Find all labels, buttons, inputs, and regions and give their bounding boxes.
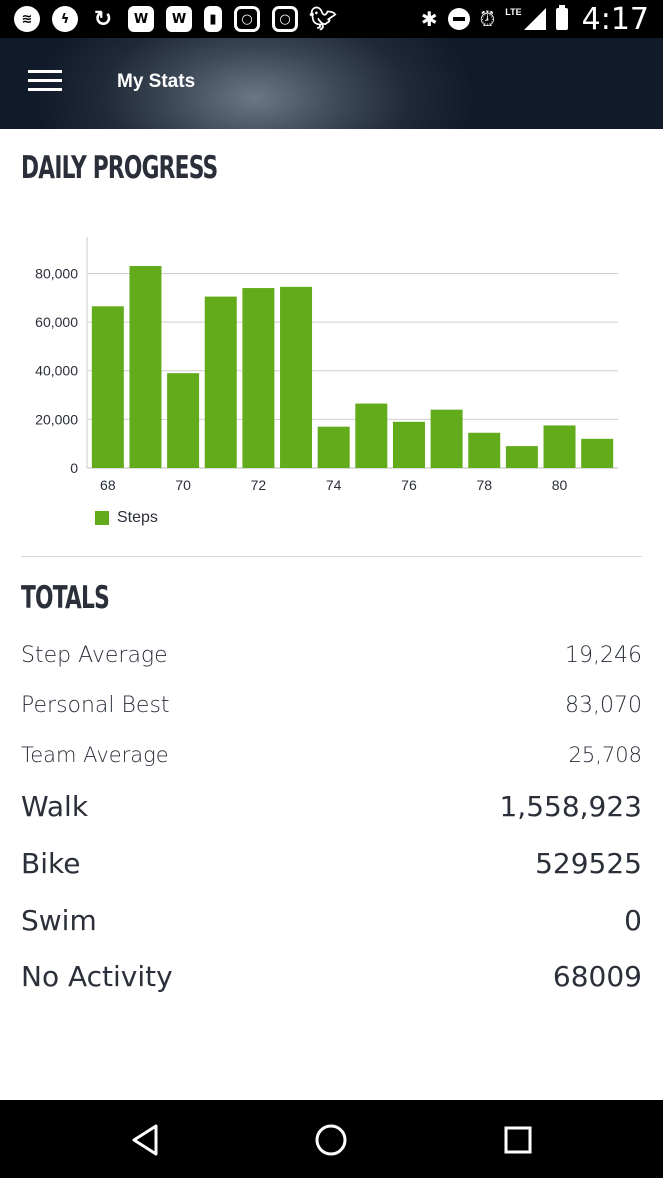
stat-label: Team Average <box>21 743 169 767</box>
page-title: My Stats <box>117 71 196 92</box>
daily-progress-title: DAILY PROGRESS <box>21 150 218 186</box>
bar-steps-71 <box>204 296 237 468</box>
y-tick-label: 80,000 <box>35 265 78 281</box>
home-icon[interactable] <box>313 1122 349 1158</box>
status-bar: ≋ ϟ ↻ W W ▮ ○ ○ 🐦︎ ✱ ⏰︎ LTE 4:17 <box>0 0 663 38</box>
stat-label: Bike <box>21 847 81 880</box>
battery-icon <box>555 5 568 30</box>
notification-icons: ≋ ϟ ↻ W W ▮ ○ ○ 🐦︎ <box>0 6 337 32</box>
messenger-icon: ϟ <box>52 6 78 32</box>
bar-steps-74 <box>317 426 350 468</box>
stat-value: 68009 <box>552 960 642 993</box>
bar-steps-79 <box>505 446 538 468</box>
x-tick-label: 68 <box>100 477 116 493</box>
bell-icon: ▮ <box>204 6 222 32</box>
y-tick-label: 0 <box>70 460 78 476</box>
y-tick-label: 20,000 <box>35 411 78 427</box>
stat-label: Step Average <box>21 643 168 668</box>
system-icons: ✱ ⏰︎ LTE 4:17 <box>421 0 649 38</box>
steps-bar-chart: 0 20,000 40,000 60,000 80,000 68 70 72 74 76 78 80 <box>35 237 618 493</box>
stat-row-step-average: Step Average 19,246 <box>21 643 642 668</box>
spotify-icon: ≋ <box>14 6 40 32</box>
instagram-icon: ○ <box>272 6 298 32</box>
stat-row-bike: Bike 529525 <box>21 847 642 880</box>
stat-row-team-average: Team Average 25,708 <box>21 743 642 767</box>
network-type: LTE <box>505 7 522 17</box>
bar-steps-72 <box>242 288 275 468</box>
bar-steps-78 <box>468 432 501 468</box>
x-tick-label: 74 <box>326 477 342 493</box>
bar-steps-73 <box>280 286 313 468</box>
w-app-icon: W <box>128 6 154 32</box>
y-tick-label: 40,000 <box>35 363 78 379</box>
hamburger-menu-icon[interactable] <box>28 70 62 96</box>
bar-steps-70 <box>167 373 200 468</box>
stat-value: 0 <box>624 904 642 937</box>
stat-row-swim: Swim 0 <box>21 904 642 937</box>
twitter-icon: 🐦︎ <box>309 6 337 32</box>
navigation-bar <box>0 1100 663 1178</box>
bar-steps-80 <box>543 425 576 468</box>
app-bar: My Stats <box>0 38 663 129</box>
do-not-disturb-icon <box>447 8 470 30</box>
instagram-icon: ○ <box>234 6 260 32</box>
stat-row-personal-best: Personal Best 83,070 <box>21 693 642 718</box>
bar-steps-76 <box>392 421 425 468</box>
x-tick-label: 70 <box>175 477 191 493</box>
stat-row-walk: Walk 1,558,923 <box>21 790 642 823</box>
bar-steps-81 <box>581 438 614 468</box>
x-tick-label: 78 <box>476 477 492 493</box>
sync-icon: ↻ <box>93 6 113 32</box>
section-divider <box>21 556 642 557</box>
bar-steps-77 <box>430 409 463 468</box>
w-app-icon: W <box>166 6 192 32</box>
x-tick-label: 76 <box>401 477 417 493</box>
bluetooth-icon: ✱ <box>420 7 438 31</box>
y-tick-label: 60,000 <box>35 314 78 330</box>
bar-steps-68 <box>91 306 124 468</box>
stat-value: 529525 <box>535 847 642 880</box>
clock: 4:17 <box>581 1 649 37</box>
chart-legend: Steps <box>95 509 158 527</box>
bar-steps-75 <box>355 403 388 468</box>
stat-label: Personal Best <box>21 693 170 718</box>
stat-row-no-activity: No Activity 68009 <box>21 960 642 993</box>
stat-value: 1,558,923 <box>499 790 642 823</box>
alarm-icon: ⏰︎ <box>479 7 496 31</box>
x-tick-label: 72 <box>251 477 267 493</box>
recents-icon[interactable] <box>500 1122 536 1158</box>
legend-swatch <box>95 511 109 525</box>
stat-label: Walk <box>21 790 89 823</box>
signal-icon <box>523 8 546 30</box>
stat-value: 19,246 <box>565 643 642 668</box>
stat-value: 25,708 <box>568 743 642 767</box>
stat-value: 83,070 <box>565 693 642 718</box>
legend-label: Steps <box>117 509 158 526</box>
x-tick-label: 80 <box>552 477 568 493</box>
stat-label: Swim <box>21 904 97 937</box>
totals-title: TOTALS <box>21 580 110 616</box>
stat-label: No Activity <box>21 960 173 993</box>
back-icon[interactable] <box>128 1122 164 1158</box>
bar-steps-69 <box>129 266 162 468</box>
